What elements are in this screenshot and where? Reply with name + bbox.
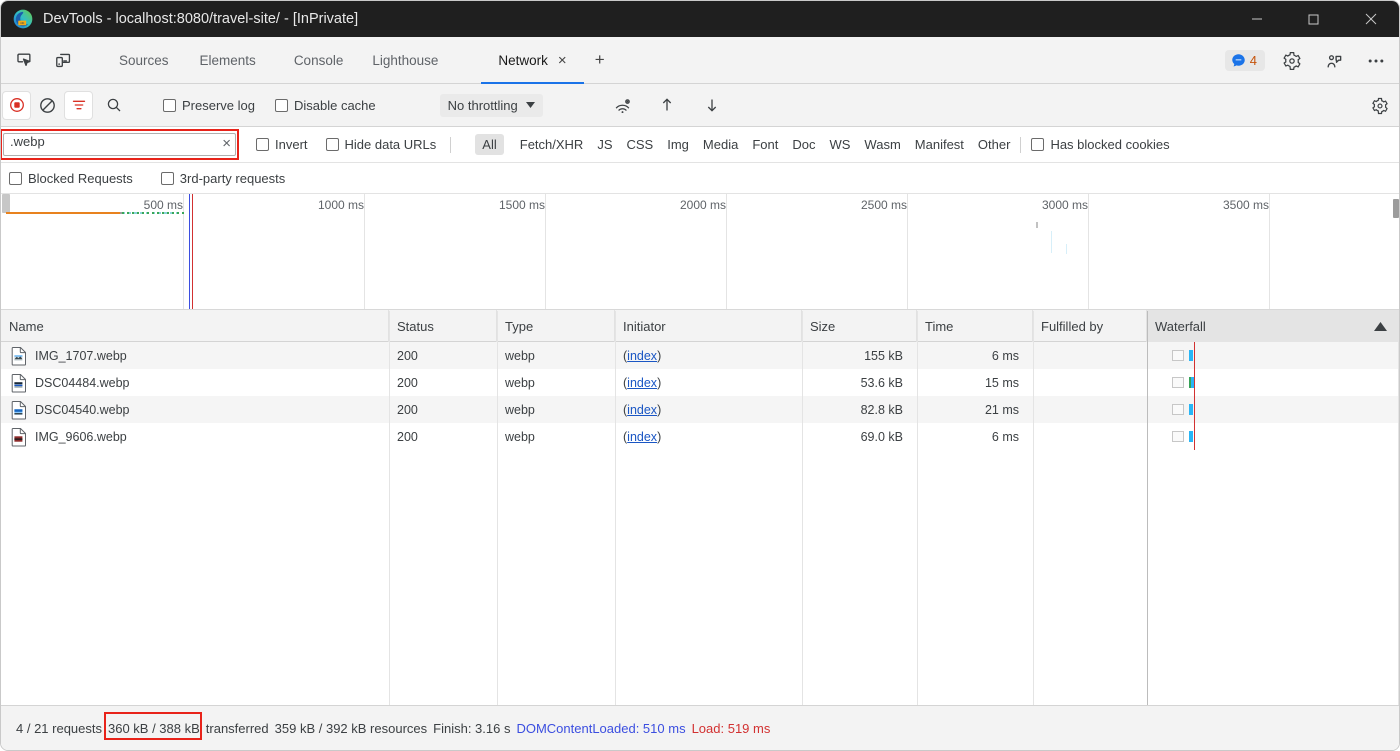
svg-text:</>: </> xyxy=(20,21,25,25)
